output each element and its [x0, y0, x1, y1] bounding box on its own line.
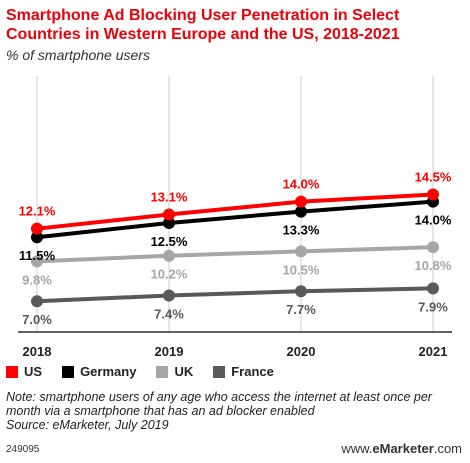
data-label-uk-2019: 10.2%: [151, 267, 188, 282]
legend-label-germany: Germany: [80, 364, 137, 379]
data-label-uk-2020: 10.5%: [283, 262, 320, 277]
chart-id: 249095: [6, 444, 40, 455]
legend-swatch-germany: [62, 365, 75, 378]
data-point-uk-2021: [427, 241, 439, 254]
data-label-us-2018: 12.1%: [19, 204, 56, 219]
legend-swatch-us: [6, 365, 18, 378]
brand-prefix: www.: [341, 441, 373, 456]
data-label-france-2020: 7.7%: [286, 302, 316, 317]
x-tick-label-2021: 2021: [419, 344, 448, 359]
data-label-us-2019: 13.1%: [151, 189, 188, 204]
data-label-us-2020: 14.0%: [283, 177, 320, 192]
brand-name: eMarketer: [372, 441, 434, 456]
legend-label-uk: UK: [174, 364, 194, 379]
x-tick-label-2019: 2019: [155, 344, 184, 359]
data-label-us-2021: 14.5%: [415, 170, 452, 185]
legend-label-france: France: [231, 364, 274, 379]
data-point-uk-2018: [31, 255, 43, 268]
source-text: Source: eMarketer, July 2019: [6, 418, 169, 432]
data-point-us-2021: [427, 188, 439, 201]
data-label-france-2019: 7.4%: [154, 307, 184, 322]
chart-legend: US Germany UK France: [6, 364, 294, 379]
data-label-uk-2021: 10.8%: [415, 258, 452, 273]
brand-suffix: .com: [433, 441, 462, 456]
legend-item-us: US: [6, 364, 42, 379]
data-point-france-2019: [163, 289, 175, 302]
data-point-us-2018: [31, 222, 43, 235]
data-point-france-2021: [427, 282, 439, 295]
x-tick-label-2020: 2020: [287, 344, 316, 359]
data-point-germany-2020: [295, 205, 307, 218]
x-tick-label-2018: 2018: [23, 344, 52, 359]
data-label-france-2018: 7.0%: [22, 312, 52, 327]
data-label-uk-2018: 9.8%: [22, 272, 52, 287]
data-label-germany-2021: 14.0%: [415, 213, 452, 228]
data-point-france-2020: [295, 285, 307, 298]
series-line-france: [36, 286, 434, 304]
legend-swatch-france: [213, 365, 226, 378]
brand-logo: www.eMarketer.com: [341, 441, 462, 456]
data-point-us-2019: [163, 208, 175, 221]
data-label-germany-2018: 11.5%: [19, 248, 56, 263]
data-point-us-2020: [295, 195, 307, 208]
legend-item-uk: UK: [156, 364, 193, 379]
data-point-germany-2018: [31, 231, 43, 244]
data-label-germany-2019: 12.5%: [151, 234, 188, 249]
series-line-germany: [36, 199, 434, 240]
data-point-uk-2020: [295, 245, 307, 258]
legend-item-germany: Germany: [62, 364, 136, 379]
note-text: Note: smartphone users of any age who ac…: [6, 390, 432, 418]
series-line-uk: [36, 245, 434, 264]
chart-subtitle: % of smartphone users: [6, 47, 150, 63]
series-line-us: [36, 192, 434, 231]
data-label-france-2021: 7.9%: [418, 299, 448, 314]
data-point-uk-2019: [163, 249, 175, 262]
legend-label-us: US: [24, 364, 43, 379]
chart-note: Note: smartphone users of any age who ac…: [6, 390, 466, 432]
legend-item-france: France: [213, 364, 274, 379]
data-point-france-2018: [31, 295, 43, 308]
data-point-germany-2019: [163, 216, 175, 229]
chart-title: Smartphone Ad Blocking User Penetration …: [6, 7, 400, 43]
legend-swatch-uk: [156, 365, 169, 378]
data-label-germany-2020: 13.3%: [283, 223, 320, 238]
